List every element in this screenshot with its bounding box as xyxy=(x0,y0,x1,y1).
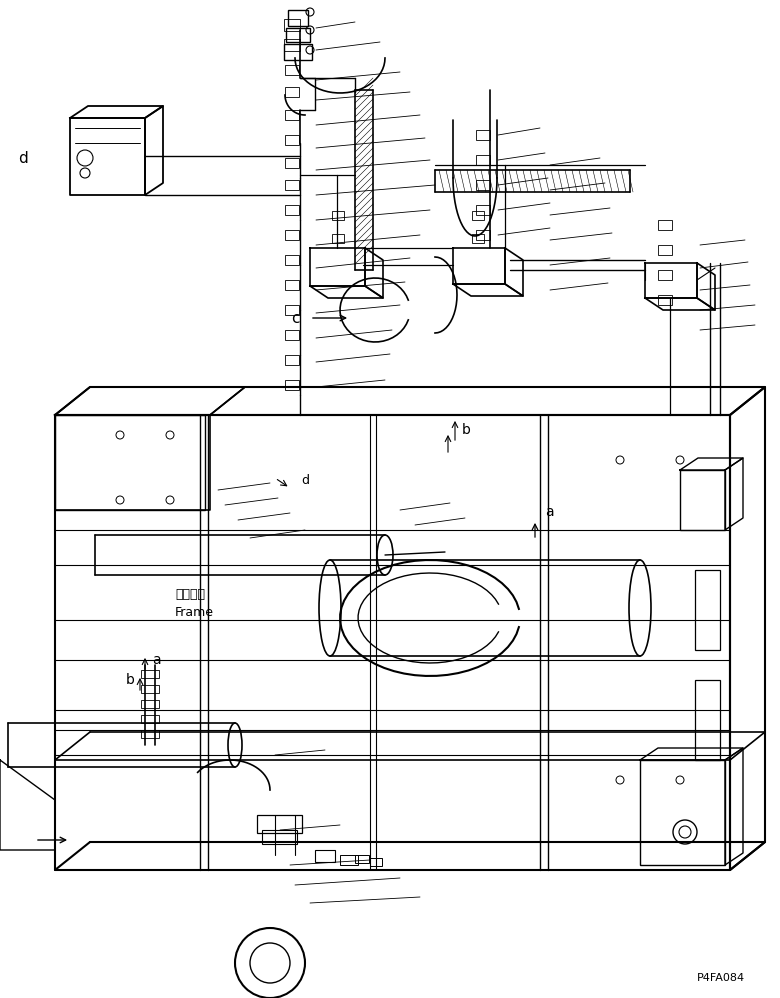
Ellipse shape xyxy=(228,723,242,767)
Bar xyxy=(285,255,299,265)
Bar xyxy=(315,850,335,862)
Text: d: d xyxy=(18,151,28,166)
Bar xyxy=(695,570,720,650)
Bar xyxy=(658,245,672,255)
Bar xyxy=(285,158,299,168)
Bar xyxy=(472,234,484,243)
Bar xyxy=(285,355,299,365)
Bar xyxy=(288,10,308,26)
Bar xyxy=(285,305,299,315)
Bar xyxy=(285,280,299,290)
Text: a: a xyxy=(152,653,161,667)
Bar xyxy=(141,670,159,678)
Bar xyxy=(286,28,310,42)
Bar xyxy=(284,44,312,60)
Bar xyxy=(476,155,490,165)
Text: フレーム: フレーム xyxy=(175,589,205,602)
Bar xyxy=(476,130,490,140)
Bar xyxy=(285,330,299,340)
Bar xyxy=(285,230,299,240)
Bar xyxy=(141,700,159,708)
Bar xyxy=(285,205,299,215)
Text: P4FA084: P4FA084 xyxy=(697,973,745,983)
Bar xyxy=(658,220,672,230)
Bar xyxy=(141,685,159,693)
Text: b: b xyxy=(126,673,135,687)
Bar xyxy=(476,180,490,190)
Bar xyxy=(340,855,358,865)
Bar xyxy=(285,135,299,145)
Bar xyxy=(55,415,205,510)
Ellipse shape xyxy=(377,535,393,575)
Bar xyxy=(285,65,299,75)
Bar xyxy=(285,380,299,390)
Ellipse shape xyxy=(319,560,341,656)
Bar xyxy=(284,39,300,51)
Bar xyxy=(658,295,672,305)
Bar xyxy=(285,87,299,97)
Bar xyxy=(640,760,725,865)
Bar xyxy=(476,205,490,215)
Bar xyxy=(332,234,344,243)
Bar xyxy=(476,230,490,240)
Text: c: c xyxy=(292,310,300,325)
Bar xyxy=(355,855,369,863)
Bar xyxy=(472,211,484,220)
Ellipse shape xyxy=(629,560,651,656)
Bar xyxy=(141,715,159,723)
Text: Frame: Frame xyxy=(175,606,214,619)
Bar xyxy=(695,680,720,760)
Bar xyxy=(285,110,299,120)
Bar xyxy=(257,815,302,833)
Bar xyxy=(680,470,725,530)
Text: a: a xyxy=(545,505,554,519)
Bar xyxy=(262,830,297,844)
Text: d: d xyxy=(301,473,309,486)
Bar xyxy=(141,730,159,738)
Bar xyxy=(658,270,672,280)
Bar xyxy=(285,180,299,190)
Bar xyxy=(332,211,344,220)
Bar xyxy=(284,19,300,31)
Text: b: b xyxy=(462,423,471,437)
Bar xyxy=(370,858,382,866)
